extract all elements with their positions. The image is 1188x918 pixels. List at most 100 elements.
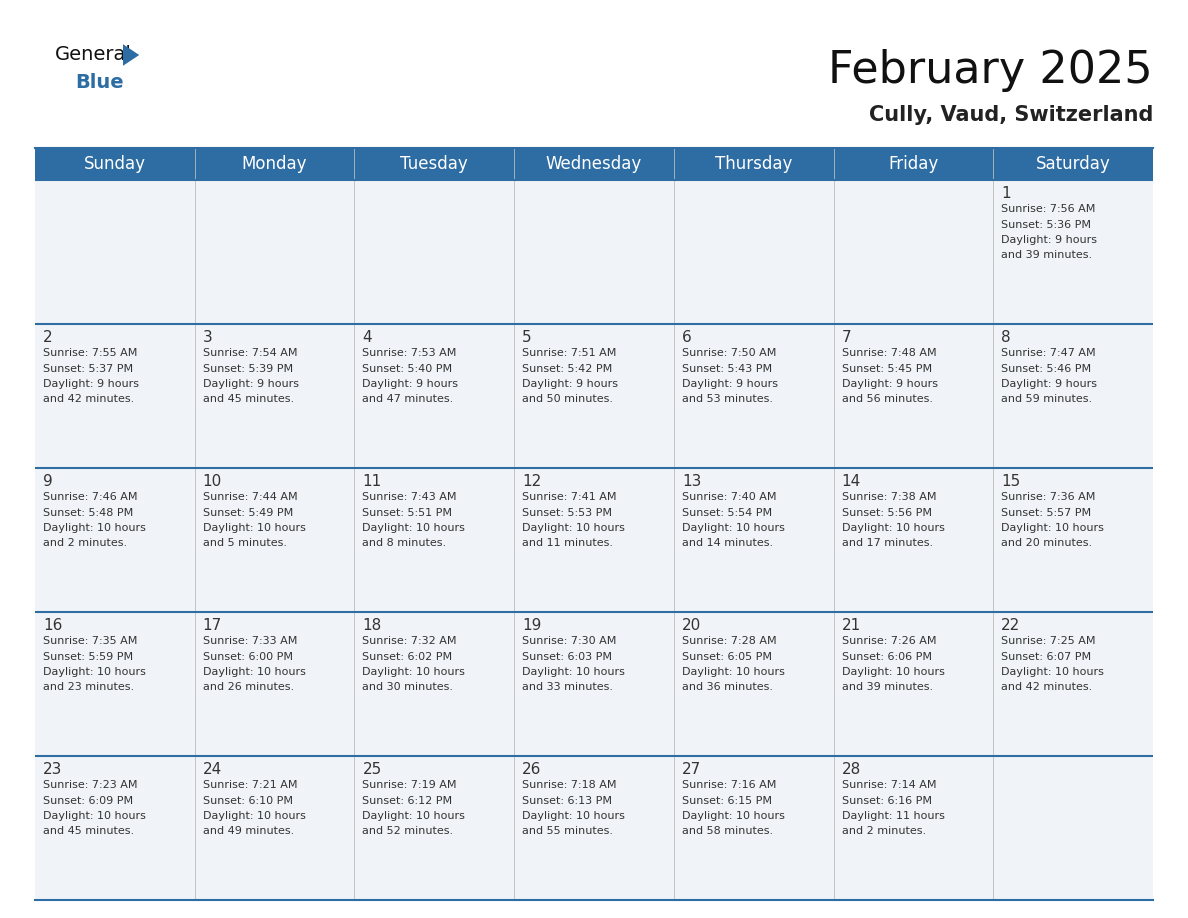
Text: Sunrise: 7:16 AM: Sunrise: 7:16 AM <box>682 780 776 790</box>
Text: Sunrise: 7:54 AM: Sunrise: 7:54 AM <box>203 348 297 358</box>
Text: and 47 minutes.: and 47 minutes. <box>362 395 454 405</box>
Text: Sunset: 6:09 PM: Sunset: 6:09 PM <box>43 796 133 805</box>
Text: Tuesday: Tuesday <box>400 155 468 173</box>
Text: Sunrise: 7:55 AM: Sunrise: 7:55 AM <box>43 348 138 358</box>
Bar <box>834 612 993 756</box>
Text: Sunrise: 7:53 AM: Sunrise: 7:53 AM <box>362 348 457 358</box>
Bar <box>674 756 834 900</box>
Text: Sunrise: 7:38 AM: Sunrise: 7:38 AM <box>841 492 936 502</box>
Text: and 56 minutes.: and 56 minutes. <box>841 395 933 405</box>
Bar <box>674 468 834 612</box>
Text: and 39 minutes.: and 39 minutes. <box>1001 251 1093 261</box>
Text: Sunset: 5:51 PM: Sunset: 5:51 PM <box>362 508 453 518</box>
Text: February 2025: February 2025 <box>828 49 1154 92</box>
Text: Daylight: 10 hours: Daylight: 10 hours <box>841 523 944 533</box>
Bar <box>195 468 354 612</box>
Text: Daylight: 9 hours: Daylight: 9 hours <box>1001 235 1098 245</box>
Text: 24: 24 <box>203 762 222 777</box>
Text: Daylight: 10 hours: Daylight: 10 hours <box>523 811 625 821</box>
Text: 25: 25 <box>362 762 381 777</box>
Text: Sunset: 6:10 PM: Sunset: 6:10 PM <box>203 796 292 805</box>
Text: Sunset: 6:00 PM: Sunset: 6:00 PM <box>203 652 292 662</box>
Text: Sunset: 5:42 PM: Sunset: 5:42 PM <box>523 364 612 374</box>
Text: and 14 minutes.: and 14 minutes. <box>682 539 773 548</box>
Text: and 2 minutes.: and 2 minutes. <box>43 539 127 548</box>
Bar <box>514 324 674 468</box>
Text: 13: 13 <box>682 474 701 489</box>
Text: Sunrise: 7:35 AM: Sunrise: 7:35 AM <box>43 636 138 646</box>
Text: 6: 6 <box>682 330 691 345</box>
Text: 12: 12 <box>523 474 542 489</box>
Text: Daylight: 10 hours: Daylight: 10 hours <box>682 811 785 821</box>
Text: Daylight: 10 hours: Daylight: 10 hours <box>203 667 305 677</box>
Bar <box>354 180 514 324</box>
Text: General: General <box>55 46 132 64</box>
Bar <box>34 756 195 900</box>
Text: Daylight: 10 hours: Daylight: 10 hours <box>362 811 466 821</box>
Bar <box>34 148 1154 180</box>
Text: 7: 7 <box>841 330 851 345</box>
Text: and 52 minutes.: and 52 minutes. <box>362 826 454 836</box>
Text: and 42 minutes.: and 42 minutes. <box>1001 682 1093 692</box>
Text: Cully, Vaud, Switzerland: Cully, Vaud, Switzerland <box>868 105 1154 125</box>
Text: Daylight: 9 hours: Daylight: 9 hours <box>1001 379 1098 389</box>
Text: Sunset: 5:56 PM: Sunset: 5:56 PM <box>841 508 931 518</box>
Text: and 11 minutes.: and 11 minutes. <box>523 539 613 548</box>
Text: Sunset: 6:02 PM: Sunset: 6:02 PM <box>362 652 453 662</box>
Text: Friday: Friday <box>889 155 939 173</box>
Text: Saturday: Saturday <box>1036 155 1111 173</box>
Text: 27: 27 <box>682 762 701 777</box>
Text: Sunset: 5:54 PM: Sunset: 5:54 PM <box>682 508 772 518</box>
Text: Sunrise: 7:19 AM: Sunrise: 7:19 AM <box>362 780 457 790</box>
Text: Daylight: 9 hours: Daylight: 9 hours <box>203 379 298 389</box>
Text: Sunrise: 7:14 AM: Sunrise: 7:14 AM <box>841 780 936 790</box>
Text: Sunset: 5:40 PM: Sunset: 5:40 PM <box>362 364 453 374</box>
Text: Sunset: 6:15 PM: Sunset: 6:15 PM <box>682 796 772 805</box>
Text: Wednesday: Wednesday <box>545 155 643 173</box>
Bar <box>993 180 1154 324</box>
Text: Sunrise: 7:50 AM: Sunrise: 7:50 AM <box>682 348 776 358</box>
Text: 20: 20 <box>682 618 701 633</box>
Bar <box>674 180 834 324</box>
Text: Sunset: 5:57 PM: Sunset: 5:57 PM <box>1001 508 1092 518</box>
Text: Daylight: 10 hours: Daylight: 10 hours <box>203 523 305 533</box>
Text: Sunrise: 7:43 AM: Sunrise: 7:43 AM <box>362 492 457 502</box>
Text: Daylight: 10 hours: Daylight: 10 hours <box>1001 667 1104 677</box>
Polygon shape <box>124 44 139 66</box>
Text: Sunset: 5:59 PM: Sunset: 5:59 PM <box>43 652 133 662</box>
Text: and 59 minutes.: and 59 minutes. <box>1001 395 1093 405</box>
Text: Sunrise: 7:41 AM: Sunrise: 7:41 AM <box>523 492 617 502</box>
Bar <box>834 180 993 324</box>
Text: 19: 19 <box>523 618 542 633</box>
Text: Sunset: 5:48 PM: Sunset: 5:48 PM <box>43 508 133 518</box>
Text: Daylight: 11 hours: Daylight: 11 hours <box>841 811 944 821</box>
Text: Sunrise: 7:33 AM: Sunrise: 7:33 AM <box>203 636 297 646</box>
Text: Daylight: 10 hours: Daylight: 10 hours <box>203 811 305 821</box>
Bar <box>354 756 514 900</box>
Bar <box>195 324 354 468</box>
Bar <box>354 468 514 612</box>
Text: 21: 21 <box>841 618 861 633</box>
Text: Sunrise: 7:40 AM: Sunrise: 7:40 AM <box>682 492 776 502</box>
Text: Sunrise: 7:47 AM: Sunrise: 7:47 AM <box>1001 348 1095 358</box>
Bar <box>354 612 514 756</box>
Text: Daylight: 10 hours: Daylight: 10 hours <box>43 811 146 821</box>
Text: Daylight: 9 hours: Daylight: 9 hours <box>841 379 937 389</box>
Text: and 45 minutes.: and 45 minutes. <box>43 826 134 836</box>
Text: Daylight: 9 hours: Daylight: 9 hours <box>523 379 618 389</box>
Text: Sunset: 6:12 PM: Sunset: 6:12 PM <box>362 796 453 805</box>
Bar <box>34 324 195 468</box>
Text: Sunrise: 7:46 AM: Sunrise: 7:46 AM <box>43 492 138 502</box>
Text: Sunrise: 7:44 AM: Sunrise: 7:44 AM <box>203 492 297 502</box>
Text: 2: 2 <box>43 330 52 345</box>
Text: Sunrise: 7:48 AM: Sunrise: 7:48 AM <box>841 348 936 358</box>
Text: 10: 10 <box>203 474 222 489</box>
Text: Sunset: 5:45 PM: Sunset: 5:45 PM <box>841 364 931 374</box>
Bar <box>354 324 514 468</box>
Text: 5: 5 <box>523 330 532 345</box>
Text: Sunset: 6:16 PM: Sunset: 6:16 PM <box>841 796 931 805</box>
Text: 1: 1 <box>1001 186 1011 201</box>
Text: and 50 minutes.: and 50 minutes. <box>523 395 613 405</box>
Text: 17: 17 <box>203 618 222 633</box>
Text: Daylight: 10 hours: Daylight: 10 hours <box>682 667 785 677</box>
